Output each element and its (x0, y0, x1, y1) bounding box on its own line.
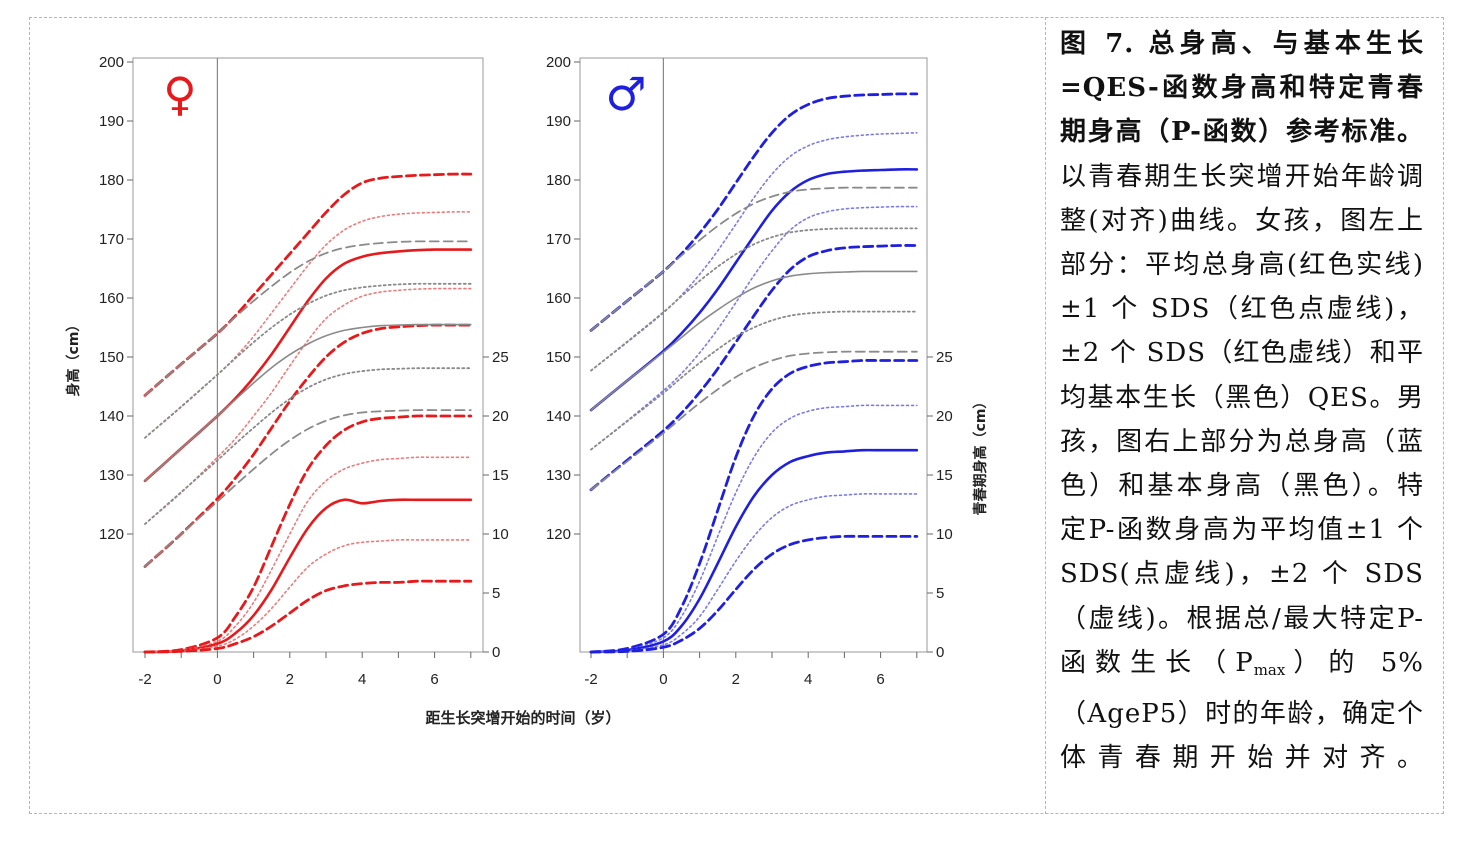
pfunc-dot-series (144, 539, 472, 653)
female-symbol-icon: ♀ (163, 67, 197, 121)
x-tick-label: 4 (804, 671, 812, 688)
y-tick-label-left: 200 (546, 54, 571, 71)
x-tick-label: 4 (358, 671, 366, 688)
y-tick-label-left: 130 (99, 467, 124, 484)
y-tick-label-right: 10 (936, 526, 953, 543)
y-tick-label-left: 150 (99, 349, 124, 366)
pfunc-solid-series (589, 448, 919, 654)
y-tick-label-right: 15 (492, 467, 509, 484)
x-tick-label: 2 (286, 671, 294, 688)
y-tick-label-left: 190 (546, 113, 571, 130)
x-tick-label: -2 (584, 671, 597, 688)
y-tick-label-left: 130 (546, 467, 571, 484)
x-tick-label: 6 (430, 671, 438, 688)
y-tick-label-left: 170 (99, 231, 124, 248)
y-tick-label-left: 170 (546, 231, 571, 248)
x-tick-label: 2 (732, 671, 740, 688)
y-tick-label-left: 160 (546, 290, 571, 307)
x-axis-label: 距生长突增开始的时间（岁） (425, 709, 620, 727)
girls-panel: 120 130 140 150 160 170 180 190 200 0 5 10 15 20 25 -2 0… (65, 54, 509, 688)
y-tick-label-left: 140 (99, 408, 124, 425)
caption-tail: ）的 5%（AgeP5）时的年龄，确定个体青春期开始并对齐。 (1060, 647, 1424, 774)
caption-divider (1045, 17, 1046, 814)
figure-caption: 图 7. 总身高、与基本生长=QES-函数身高和特定青春期身高（P-函数）参考标… (1060, 22, 1424, 780)
x-tick-label: 6 (876, 671, 884, 688)
plot-area (132, 57, 484, 653)
y-tick-label-right: 0 (936, 644, 944, 661)
y-tick-label-left: 120 (546, 526, 571, 543)
y-tick-label-left: 150 (546, 349, 571, 366)
qes-dot-series (590, 310, 918, 451)
total-dash-series (143, 172, 473, 397)
total-solid-series (589, 168, 919, 412)
qes-dot-series (590, 227, 918, 372)
qes-dot-series (144, 367, 472, 525)
y-axis-label-left: 身高（cm） (65, 318, 82, 397)
qes-dot-series (144, 282, 472, 439)
boys-panel: 120 130 140 150 160 170 180 190 200 0 5 10 15 20 25 -2 0… (546, 54, 989, 688)
qes-dash-series (144, 240, 472, 397)
y-tick-label-right: 0 (492, 644, 500, 661)
y-tick-label-left: 200 (99, 54, 124, 71)
caption-subscript: max (1253, 660, 1286, 679)
total-dot-series (144, 287, 472, 525)
total-dot-series (590, 132, 918, 372)
y-tick-label-left: 180 (546, 172, 571, 189)
y-tick-label-right: 15 (936, 467, 953, 484)
pfunc-dot-series (590, 493, 918, 653)
x-tick-label: -2 (138, 671, 151, 688)
x-tick-label: 0 (213, 671, 221, 688)
y-tick-label-right: 25 (492, 349, 509, 366)
male-symbol-icon: ♂ (605, 67, 646, 121)
caption-title: 图 7. 总身高、与基本生长=QES-函数身高和特定青春期身高（P-函数）参考标… (1060, 29, 1424, 148)
pfunc-dot-series (144, 456, 472, 653)
plot-area (579, 57, 928, 653)
figure-frame (29, 17, 1444, 814)
total-dash-series (589, 92, 919, 332)
pfunc-dot-series (590, 404, 918, 653)
y-tick-label-right: 25 (936, 349, 953, 366)
total-dot-series (590, 205, 918, 451)
total-solid-series (143, 248, 473, 483)
qes-solid-series (144, 323, 472, 482)
y-tick-label-left: 140 (546, 408, 571, 425)
y-tick-label-right: 5 (936, 585, 944, 602)
total-dash-series (589, 244, 919, 492)
qes-solid-series (590, 270, 918, 411)
y-tick-label-right: 20 (936, 408, 953, 425)
pfunc-dash-series (143, 579, 473, 654)
y-tick-label-left: 190 (99, 113, 124, 130)
pfunc-dash-series (589, 534, 919, 654)
pfunc-dash-series (589, 359, 919, 654)
y-tick-label-left: 120 (99, 526, 124, 543)
y-axis-label-right: 青春期身高（cm） (972, 395, 989, 516)
qes-dash-series (144, 409, 472, 568)
qes-dash-series (590, 350, 918, 491)
pfunc-dash-series (143, 414, 473, 654)
qes-dash-series (590, 186, 918, 332)
total-dash-series (143, 323, 473, 568)
y-tick-label-left: 180 (99, 172, 124, 189)
y-tick-label-right: 10 (492, 526, 509, 543)
y-tick-label-right: 5 (492, 585, 500, 602)
y-tick-label-right: 20 (492, 408, 509, 425)
y-tick-label-left: 160 (99, 290, 124, 307)
pfunc-solid-series (143, 498, 473, 654)
caption-body: 以青春期生长突增开始年龄调整(对齐)曲线。女孩，图左上部分：平均总身高(红色实线… (1060, 161, 1424, 678)
x-tick-label: 0 (659, 671, 667, 688)
